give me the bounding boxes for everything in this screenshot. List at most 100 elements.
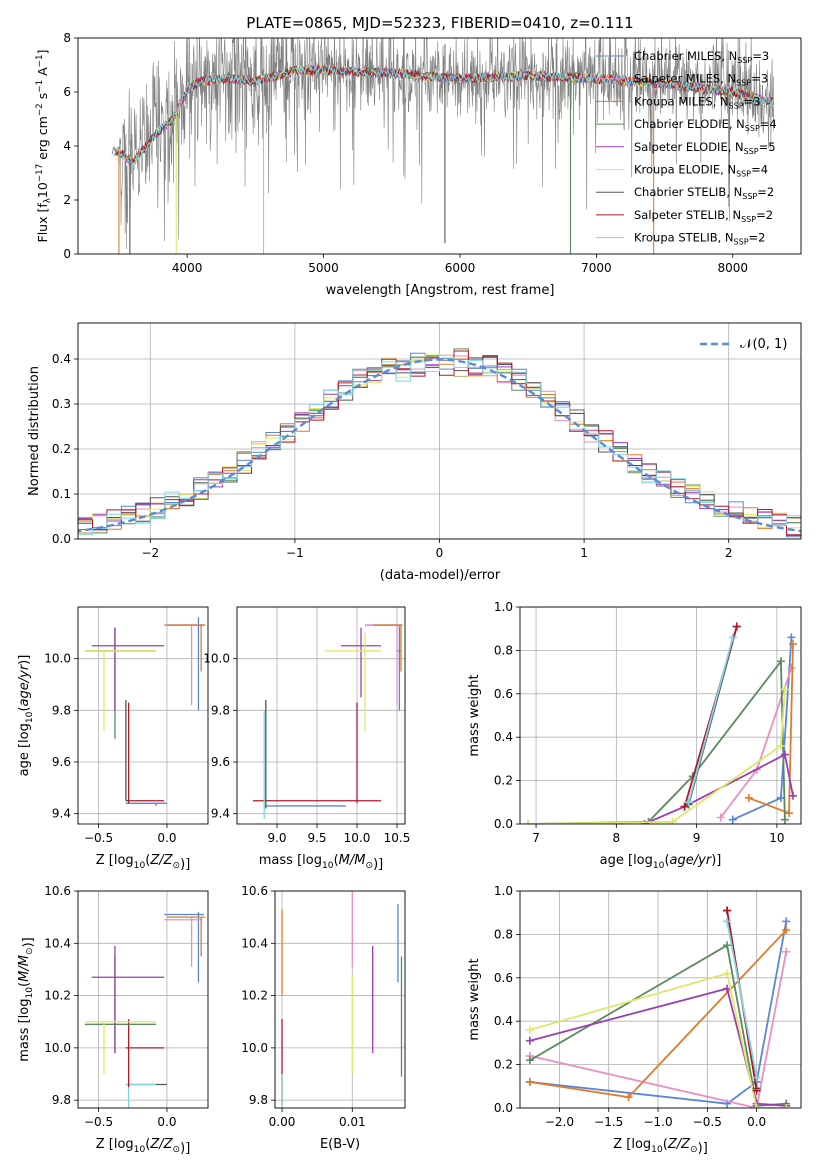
legend-entry: Salpeter STELIB, NSSP=2 — [634, 208, 773, 224]
weight-line — [529, 921, 788, 1105]
legend-entry: Chabrier STELIB, NSSP=2 — [634, 185, 774, 201]
weight-line — [527, 689, 786, 824]
weight-point — [684, 798, 693, 807]
model-spectrum — [117, 64, 775, 168]
y-tick-label: 10.6 — [241, 884, 268, 898]
legend-entry: Chabrier ELODIE, NSSP=4 — [634, 117, 777, 133]
axes-frame — [236, 606, 406, 825]
error-cross — [125, 1019, 165, 1088]
x-tick-label: −2.0 — [545, 1115, 574, 1129]
y-tick-label: 9.4 — [211, 807, 230, 821]
legend-entry: Salpeter MILES, NSSP=3 — [634, 72, 768, 88]
y-tick-label: 4 — [63, 139, 71, 153]
x-tick-label: 10.0 — [344, 831, 371, 845]
error-cross — [164, 617, 204, 711]
plot-area — [78, 891, 208, 1108]
panel-4: 9.0 9.5 10.0 10.5 9.4 9.6 9.8 10.0 — [203, 606, 410, 845]
x-axis-label: E(B-V) — [320, 1137, 360, 1152]
x-tick-label: 0.01 — [339, 1115, 366, 1129]
error-cross — [91, 627, 165, 711]
error-cross — [373, 624, 403, 672]
weight-point — [668, 817, 677, 824]
x-tick-label: 1 — [580, 546, 588, 560]
x-axis-label: Z [log10(Z/Z⊙)] — [96, 853, 191, 872]
weight-point — [782, 1104, 791, 1108]
y-tick-label: 9.8 — [52, 1093, 71, 1107]
legend-entry: Kroupa STELIB, NSSP=2 — [634, 231, 765, 247]
error-cross — [84, 650, 156, 731]
x-tick-label: 10 — [769, 831, 784, 845]
weight-point — [780, 685, 789, 694]
weight-point — [524, 820, 533, 824]
error-cross — [164, 911, 204, 983]
y-tick-label: 6 — [63, 85, 71, 99]
weight-point — [752, 1073, 761, 1082]
axes-frame — [519, 890, 802, 1109]
axes-frame — [274, 890, 406, 1109]
y-tick-label: 0.4 — [52, 352, 71, 366]
axes-frame — [77, 322, 802, 540]
error-cross — [325, 632, 381, 731]
weight-point — [780, 815, 789, 824]
axes-frame — [77, 606, 209, 825]
y-tick-label: 10.0 — [44, 652, 71, 666]
y-axis-label: age [log10(age/yr)] — [17, 655, 35, 777]
weight-line — [529, 951, 788, 1108]
legend: 𝒩(0, 1) — [700, 337, 787, 352]
x-tick-label: 9 — [693, 831, 701, 845]
x-tick-label: 9.5 — [307, 831, 326, 845]
x-tick-label: 0.0 — [157, 1115, 176, 1129]
y-tick-label: 0.0 — [494, 817, 513, 831]
x-tick-label: 0 — [436, 546, 444, 560]
y-tick-label: 0.8 — [494, 927, 513, 941]
weight-point — [525, 1077, 534, 1086]
x-axis-label: Z [log10(Z/Z⊙)] — [96, 1137, 191, 1156]
axes-frame — [519, 606, 802, 825]
y-tick-label: 9.8 — [52, 703, 71, 717]
weight-point — [728, 815, 737, 824]
y-axis-label: mass weight — [467, 674, 482, 756]
plot-area — [78, 607, 208, 824]
x-tick-label: 9.0 — [267, 831, 286, 845]
panel-3: −0.5 0.0 9.4 9.6 9.8 10.0 — [44, 606, 209, 845]
x-tick-label: 8000 — [718, 261, 749, 275]
weight-point — [525, 1025, 534, 1034]
y-tick-label: 2 — [63, 193, 71, 207]
error-cross — [365, 624, 401, 711]
plot-area — [520, 607, 801, 824]
y-tick-label: 10.6 — [44, 884, 71, 898]
y-tick-label: 10.4 — [44, 936, 71, 950]
error-cross — [84, 1021, 156, 1075]
y-tick-label: 0.6 — [494, 971, 513, 985]
error-cross — [253, 702, 381, 804]
plot-area — [111, 38, 775, 254]
weight-point — [784, 809, 793, 818]
weight-point — [680, 802, 689, 811]
weight-point — [752, 1086, 761, 1095]
weight-point — [782, 917, 791, 926]
y-tick-label: 9.8 — [249, 1093, 268, 1107]
y-tick-label: 0.4 — [494, 730, 513, 744]
plot-area — [78, 323, 801, 539]
x-tick-label: 0.00 — [269, 1115, 296, 1129]
y-tick-label: 9.6 — [52, 755, 71, 769]
panel-8: −2.0 −1.5 −1.0 −0.5 0.0 0.0 0.2 0.4 0.6 0.8 1.0 — [494, 884, 802, 1129]
x-tick-label: −1.5 — [594, 1115, 623, 1129]
legend-entry: Chabrier MILES, NSSP=3 — [634, 49, 769, 65]
y-tick-label: 9.8 — [211, 703, 230, 717]
x-tick-label: −0.5 — [84, 1115, 113, 1129]
y-axis-label: Flux [fλ10−17 erg cm−2 s−1 A−1] — [35, 50, 53, 243]
y-axis-label: mass [log10(M/M⊙)] — [17, 937, 36, 1061]
weight-point — [788, 791, 797, 800]
residual-histogram — [78, 354, 801, 529]
y-tick-label: 9.4 — [52, 807, 71, 821]
plot-area — [275, 891, 405, 1108]
weight-point — [723, 906, 732, 915]
x-axis-label: wavelength [Angstrom, rest frame] — [326, 283, 555, 298]
axes-frame — [77, 890, 209, 1109]
x-tick-label: −1 — [286, 546, 304, 560]
y-tick-label: 8 — [63, 31, 71, 45]
x-tick-label: −0.5 — [84, 831, 113, 845]
weight-point — [787, 633, 796, 642]
y-tick-label: 10.4 — [241, 936, 268, 950]
